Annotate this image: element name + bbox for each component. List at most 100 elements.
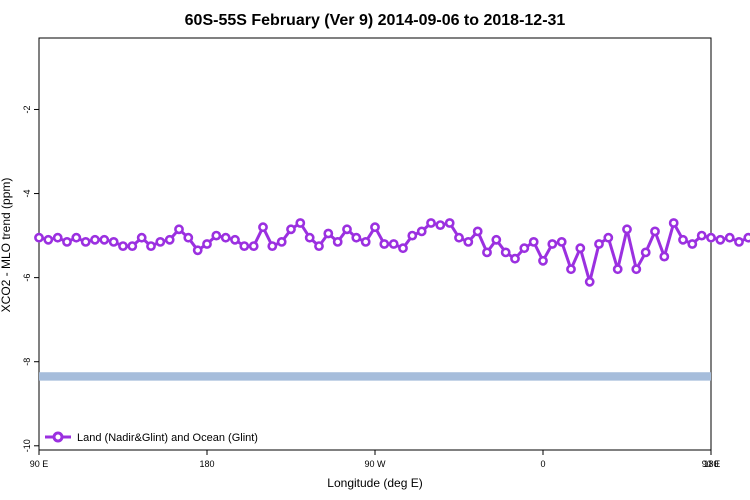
x-tick-label: 90 E: [702, 459, 721, 469]
data-point: [164, 234, 175, 245]
data-point: [239, 241, 250, 251]
data-point: [52, 232, 63, 243]
data-point: [314, 241, 324, 251]
legend-marker: [52, 431, 64, 443]
y-axis-label: XCO2 - MLO trend (ppm): [0, 178, 13, 313]
data-point: [724, 232, 735, 243]
data-point: [183, 232, 194, 243]
data-point: [90, 234, 100, 245]
legend-label: Land (Nadir&Glint) and Ocean (Glint): [77, 432, 258, 444]
data-point: [706, 232, 716, 243]
data-point: [640, 247, 651, 258]
data-point: [622, 224, 632, 235]
data-point: [34, 232, 44, 243]
data-point: [510, 253, 520, 264]
y-tick-label: -8: [22, 358, 32, 366]
x-tick-label: 180: [199, 459, 214, 469]
data-point: [99, 234, 110, 245]
data-point: [584, 276, 595, 287]
data-point: [519, 243, 530, 254]
data-point: [463, 236, 474, 247]
y-tick-label: -4: [22, 190, 32, 198]
data-point: [276, 236, 287, 247]
data-point: [230, 234, 240, 245]
data-point: [146, 241, 156, 251]
series-layer: [34, 218, 750, 287]
data-point: [575, 243, 586, 254]
data-point: [687, 239, 698, 249]
data-point: [211, 230, 222, 241]
data-point: [43, 234, 54, 245]
x-tick-label: 180: [703, 459, 718, 469]
data-point: [566, 264, 576, 275]
data-point: [407, 230, 418, 241]
x-tick-label: 90 W: [364, 459, 386, 469]
data-point: [258, 222, 268, 233]
data-point: [398, 243, 408, 254]
legend: Land (Nadir&Glint) and Ocean (Glint): [45, 431, 258, 444]
data-point: [127, 241, 138, 251]
data-point: [435, 220, 446, 230]
data-point: [631, 264, 642, 275]
y-tick-label: -10: [22, 439, 32, 452]
data-point: [715, 234, 726, 245]
data-point: [342, 224, 352, 235]
x-axis-label: Longitude (deg E): [327, 476, 422, 490]
data-point: [108, 236, 119, 247]
data-point: [332, 236, 343, 247]
data-point: [202, 239, 212, 249]
data-point: [612, 264, 623, 275]
data-point: [659, 251, 670, 262]
data-point: [286, 224, 296, 235]
data-point: [360, 236, 371, 247]
data-point: [743, 232, 750, 243]
data-point: [538, 255, 548, 266]
data-point: [304, 232, 315, 243]
data-point: [454, 232, 464, 243]
data-point: [426, 218, 436, 228]
y-tick-label: -6: [22, 274, 32, 282]
data-point: [482, 247, 492, 258]
data-point: [696, 230, 707, 241]
data-point: [323, 228, 334, 239]
data-point: [528, 236, 539, 247]
data-point: [370, 222, 380, 233]
data-point: [379, 239, 390, 249]
data-point: [678, 234, 688, 245]
data-point: [594, 239, 604, 249]
data-point: [500, 247, 511, 258]
data-point: [491, 234, 502, 245]
data-point: [118, 241, 128, 251]
data-point: [351, 232, 362, 243]
data-point: [650, 226, 660, 237]
y-tick-label: -2: [22, 105, 32, 113]
data-point: [556, 236, 567, 247]
data-point: [155, 236, 166, 247]
data-point: [668, 218, 679, 228]
data-point: [444, 218, 455, 228]
data-point: [416, 226, 427, 237]
y-axis: -2 -4 -6 -8 -10: [22, 105, 39, 452]
data-point: [71, 232, 82, 243]
data-point: [547, 239, 558, 249]
x-tick-label: 90 E: [30, 459, 49, 469]
band-layer: [39, 372, 711, 381]
data-point: [136, 232, 147, 243]
chart-title: 60S-55S February (Ver 9) 2014-09-06 to 2…: [185, 12, 566, 29]
data-point: [174, 224, 184, 235]
reference-band: [39, 372, 711, 381]
data-point: [192, 245, 203, 256]
data-point: [603, 232, 614, 243]
x-tick-label: 0: [540, 459, 545, 469]
data-point: [248, 241, 259, 251]
data-point: [80, 236, 91, 247]
data-point: [734, 236, 744, 247]
data-point: [62, 236, 72, 247]
data-point: [220, 232, 231, 243]
data-point: [472, 226, 483, 237]
data-point: [295, 218, 306, 228]
data-point: [267, 241, 278, 251]
